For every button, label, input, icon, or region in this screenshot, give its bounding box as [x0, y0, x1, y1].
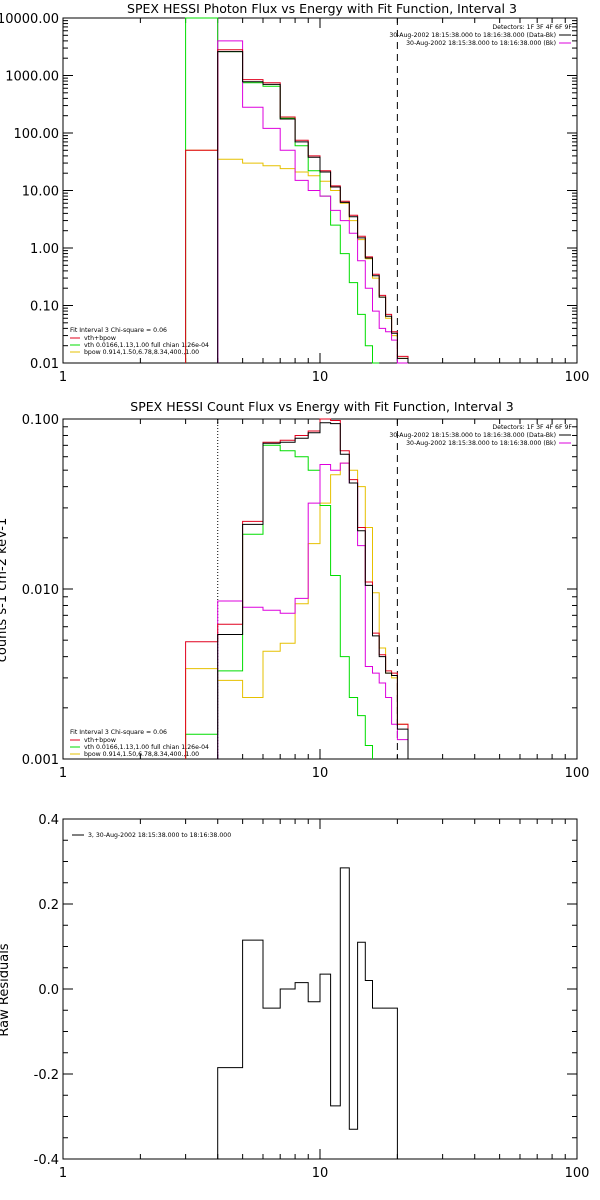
photon-legend-title: Fit Interval 3 Chi-square = 0.06 — [70, 327, 167, 334]
count-header-info: Detectors: 1F 3F 4F 6F 9F 30-Aug-2002 18… — [389, 424, 572, 447]
count-header-background: 30-Aug-2002 18:15:38.000 to 18:16:38.000… — [406, 440, 556, 447]
y-tick-label: 0.0 — [38, 983, 59, 998]
series-step-total — [185, 418, 409, 759]
x-tick-label: 1 — [59, 1166, 67, 1181]
photon-axes: 1 10 100 0.01 0.10 1.00 10.00 100.00 1000.00 1000… — [0, 12, 589, 385]
photon-reference-lines — [217, 18, 398, 363]
photon-header-background: 30-Aug-2002 18:15:38.000 to 18:16:38.000… — [406, 40, 556, 47]
residuals-legend: 3, 30-Aug-2002 18:15:38.000 to 18:16:38.… — [72, 832, 231, 839]
series-step-vth — [185, 444, 373, 759]
count-legend: Fit Interval 3 Chi-square = 0.06 vth+bpo… — [70, 729, 209, 758]
y-tick-label: 10000.00 — [0, 12, 59, 27]
y-tick-label: 0.010 — [22, 583, 59, 598]
series-step-axis — [217, 867, 398, 1159]
x-tick-label: 1 — [59, 766, 67, 781]
y-tick-label: 0.10 — [30, 300, 59, 315]
photon-header-interval: 30-Aug-2002 18:15:38.000 to 18:16:38.000… — [389, 32, 556, 39]
residuals-axes: 1 10 100 -0.4 -0.2 0.0 0.2 0.4 — [34, 813, 590, 1181]
series-step-data — [217, 40, 408, 364]
x-tick-label: 100 — [565, 370, 590, 385]
photon-header-detectors: Detectors: 1F 3F 4F 6F 9F — [492, 24, 572, 31]
count-legend-total: vth+bpow — [84, 737, 116, 744]
y-tick-label: 1.00 — [30, 242, 59, 257]
count-header-detectors: Detectors: 1F 3F 4F 6F 9F — [492, 424, 572, 431]
series-step-total_dark — [217, 422, 409, 759]
x-tick-label: 10 — [312, 370, 329, 385]
count-legend-title: Fit Interval 3 Chi-square = 0.06 — [70, 729, 167, 736]
count-flux-panel: SPEX HESSI Count Flux vs Energy with Fit… — [0, 399, 589, 781]
residuals-y-axis-label: Raw Residuals — [0, 943, 12, 1036]
x-tick-label: 10 — [312, 1166, 329, 1181]
photon-legend-vth: vth 0.0166,1.13,1.00 full chian 1.26e-04 — [84, 342, 209, 349]
photon-panel-title: SPEX HESSI Photon Flux vs Energy with Fi… — [127, 1, 517, 16]
series-step-total — [185, 49, 409, 363]
count-y-axis-label: counts s-1 cm-2 keV-1 — [0, 518, 10, 663]
x-tick-label: 100 — [565, 1166, 590, 1181]
photon-legend-bpow: bpow 0.914,1.50,6.78,8.34,400.,1.00 — [84, 349, 199, 356]
y-tick-label: 10.00 — [22, 185, 59, 200]
x-tick-label: 1 — [59, 370, 67, 385]
y-tick-label: 0.01 — [30, 357, 59, 372]
count-series-group — [185, 418, 409, 759]
series-step-data — [217, 462, 409, 759]
y-tick-label: 0.4 — [38, 813, 59, 828]
y-tick-label: 0.2 — [38, 898, 59, 913]
photon-flux-panel: SPEX HESSI Photon Flux vs Energy with Fi… — [0, 1, 589, 385]
count-panel-title: SPEX HESSI Count Flux vs Energy with Fit… — [130, 399, 513, 414]
y-tick-label: 1000.00 — [5, 70, 59, 85]
count-legend-vth: vth 0.0166,1.13,1.00 full chian 1.26e-04 — [84, 744, 209, 751]
residuals-legend-entry: 3, 30-Aug-2002 18:15:38.000 to 18:16:38.… — [88, 832, 231, 839]
series-step-total_dark — [217, 51, 409, 363]
y-tick-label: 100.00 — [14, 127, 60, 142]
count-legend-bpow: bpow 0.914,1.50,6.78,8.34,400.,1.00 — [84, 751, 199, 758]
series-step-vth — [185, 17, 380, 364]
series-step-bpow — [185, 149, 409, 363]
photon-series-group — [185, 17, 409, 364]
count-axes: 1 10 100 0.001 0.010 0.100 — [22, 413, 590, 781]
x-tick-label: 100 — [565, 766, 590, 781]
x-tick-label: 10 — [312, 766, 329, 781]
count-reference-lines — [217, 419, 398, 759]
y-tick-label: -0.4 — [34, 1153, 59, 1168]
photon-legend: Fit Interval 3 Chi-square = 0.06 vth+bpo… — [70, 327, 209, 356]
y-tick-label: 0.001 — [22, 753, 59, 768]
series-step-bpow — [185, 462, 409, 759]
photon-legend-total: vth+bpow — [84, 335, 116, 342]
photon-header-info: Detectors: 1F 3F 4F 6F 9F 30-Aug-2002 18… — [389, 24, 572, 47]
y-tick-label: 0.100 — [22, 413, 59, 428]
residuals-series-group — [217, 867, 398, 1159]
residuals-panel: Raw Residuals 1 10 100 -0.4 -0.2 0.0 0.2 0.4 3,… — [0, 813, 589, 1181]
count-header-interval: 30-Aug-2002 18:15:38.000 to 18:16:38.000… — [389, 432, 556, 439]
y-tick-label: -0.2 — [34, 1068, 59, 1083]
